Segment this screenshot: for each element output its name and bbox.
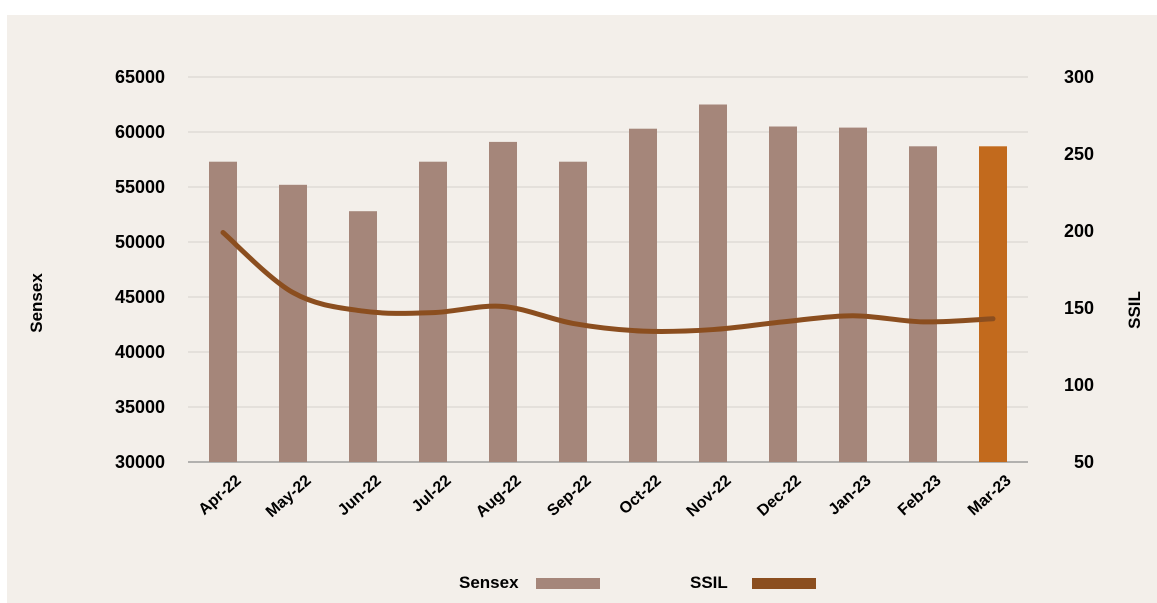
legend-label-sensex: Sensex xyxy=(459,573,519,592)
bar-dec-22 xyxy=(769,126,797,462)
right-tick-label: 200 xyxy=(1064,221,1094,241)
legend-label-ssil: SSIL xyxy=(690,573,728,592)
bar-nov-22 xyxy=(699,104,727,462)
right-tick-label: 150 xyxy=(1064,298,1094,318)
legend-swatch-ssil xyxy=(752,578,816,589)
x-tick-label: Jun-22 xyxy=(335,472,385,519)
x-axis-ticks: Apr-22 May-22 Jun-22 Jul-22 Aug-22 Sep-22 Oct-… xyxy=(196,472,1015,521)
left-tick-label: 40000 xyxy=(115,342,165,362)
x-tick-label: Jul-22 xyxy=(409,472,455,516)
left-tick-label: 65000 xyxy=(115,67,165,87)
gridlines xyxy=(188,76,1028,463)
legend-swatch-sensex xyxy=(536,578,600,589)
bar-jun-22 xyxy=(349,211,377,462)
right-axis-title: SSIL xyxy=(1125,291,1144,329)
x-tick-label: Nov-22 xyxy=(684,472,735,520)
bar-feb-23 xyxy=(909,146,937,463)
bar-aug-22 xyxy=(489,141,517,462)
x-tick-label: Apr-22 xyxy=(196,472,245,519)
left-tick-label: 55000 xyxy=(115,177,165,197)
left-tick-label: 45000 xyxy=(115,287,165,307)
bar-oct-22 xyxy=(629,128,657,462)
sensex-bars xyxy=(209,104,1007,463)
x-tick-label: Dec-22 xyxy=(754,472,804,520)
bar-sep-22 xyxy=(559,161,587,462)
x-tick-label: Feb-23 xyxy=(895,472,945,519)
right-axis-ticks: 50 100 150 200 250 300 xyxy=(1064,67,1094,472)
left-tick-label: 50000 xyxy=(115,232,165,252)
x-tick-label: Mar-23 xyxy=(965,472,1015,519)
bar-jan-23 xyxy=(839,127,867,462)
right-tick-label: 250 xyxy=(1064,144,1094,164)
bar-apr-22 xyxy=(209,161,237,462)
legend: Sensex SSIL xyxy=(459,573,816,592)
ssil-line-path xyxy=(220,230,996,334)
x-tick-label: May-22 xyxy=(263,472,315,521)
left-axis-ticks: 30000 35000 40000 45000 50000 55000 60000 65000 xyxy=(115,67,165,472)
x-tick-label: Sep-22 xyxy=(544,472,594,520)
right-tick-label: 300 xyxy=(1064,67,1094,87)
left-tick-label: 30000 xyxy=(115,452,165,472)
x-tick-label: Aug-22 xyxy=(473,472,525,521)
bar-may-22 xyxy=(279,184,307,463)
left-axis-title: Sensex xyxy=(27,273,46,333)
right-tick-label: 100 xyxy=(1064,375,1094,395)
bar-mar-23 xyxy=(979,146,1007,463)
ssil-line xyxy=(220,230,996,334)
left-tick-label: 60000 xyxy=(115,122,165,142)
right-tick-label: 50 xyxy=(1074,452,1094,472)
left-tick-label: 35000 xyxy=(115,397,165,417)
x-tick-label: Jan-23 xyxy=(826,472,875,519)
x-tick-label: Oct-22 xyxy=(616,472,664,518)
